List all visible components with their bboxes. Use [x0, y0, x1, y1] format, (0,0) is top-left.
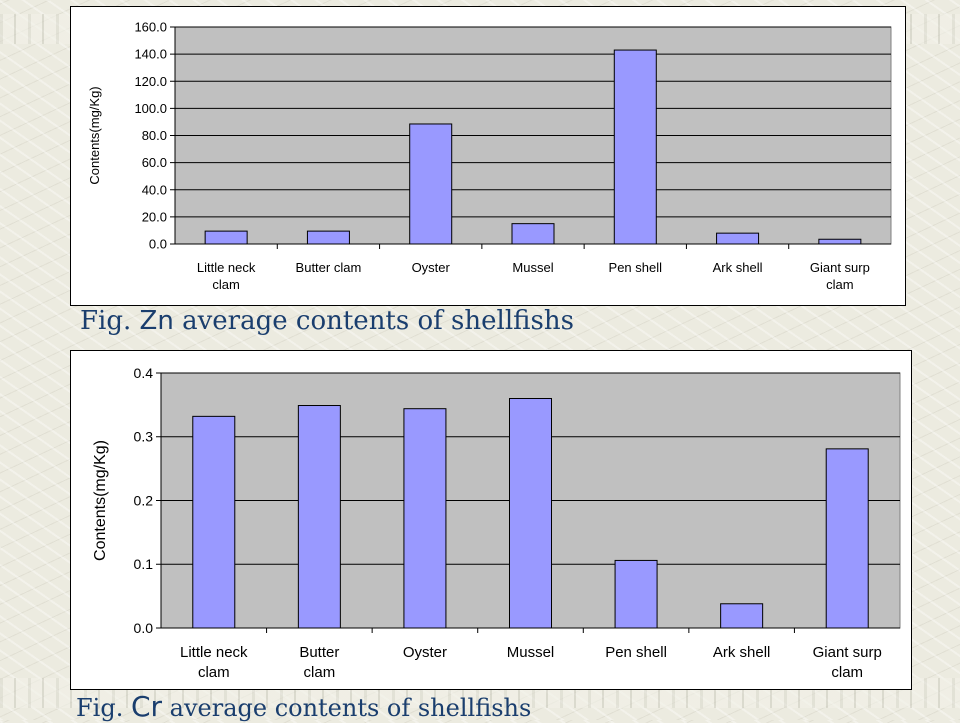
y-axis-title: Contents(mg/Kg): [87, 86, 102, 184]
x-category-label: Mussel: [512, 260, 553, 275]
zn-chart-svg: 0.0 20.0 40.0 60.0 80.0 100.0 120.0 140.0 160.0 L…: [87, 20, 892, 292]
y-tick-label: 20.0: [142, 209, 167, 224]
y-tick-label: 80.0: [142, 128, 167, 143]
x-category-label: Ark shell: [713, 260, 763, 275]
x-category-label: Pen shell: [609, 260, 663, 275]
cr-caption-prefix: Fig.: [76, 694, 131, 722]
zn-caption-prefix: Fig.: [80, 306, 140, 336]
y-tick-label: 0.1: [134, 556, 154, 572]
bar: [204, 230, 248, 245]
y-tick-label: 100.0: [134, 101, 167, 116]
y-axis-title: Contents(mg/Kg): [92, 440, 109, 561]
x-category-label: clam: [304, 664, 336, 681]
x-category-label: Mussel: [507, 644, 555, 661]
y-tick-label: 0.0: [134, 620, 154, 636]
bar: [306, 230, 350, 245]
bar: [409, 123, 453, 245]
x-category-label: Oyster: [403, 644, 447, 661]
cr-caption: Fig. Cr average contents of shellfishs: [76, 690, 531, 723]
y-tick-label: 40.0: [142, 182, 167, 197]
bar: [403, 408, 447, 629]
bar: [825, 448, 869, 629]
bar: [716, 232, 760, 245]
x-category-label: Pen shell: [605, 644, 667, 661]
y-tick-label: 0.3: [134, 429, 154, 445]
x-category-label: Butter: [299, 644, 339, 661]
bar: [818, 238, 862, 245]
y-tick-label: 160.0: [134, 20, 167, 35]
y-tick-label: 0.0: [149, 237, 167, 252]
x-category-label: Butter clam: [296, 260, 362, 275]
x-category-label: clam: [212, 277, 239, 292]
zn-caption: Fig. Zn average contents of shellfishs: [80, 306, 574, 336]
x-category-label: clam: [826, 277, 853, 292]
cr-caption-suffix: average contents of shellfishs: [162, 694, 532, 722]
bar: [297, 405, 341, 629]
bar: [511, 223, 555, 245]
y-tick-label: 140.0: [134, 47, 167, 62]
zn-caption-element: Zn: [139, 306, 174, 336]
x-category-label: Little neck: [197, 260, 256, 275]
x-category-label: clam: [198, 664, 230, 681]
x-category-label: Little neck: [180, 644, 248, 661]
x-category-label: clam: [831, 664, 863, 681]
x-category-label: Ark shell: [713, 644, 771, 661]
x-category-label: Giant surp: [813, 644, 882, 661]
x-category-label: Oyster: [412, 260, 451, 275]
zn-caption-suffix: average contents of shellfishs: [173, 306, 574, 336]
bar: [509, 398, 552, 629]
bar: [720, 603, 764, 629]
bar: [613, 49, 657, 245]
zn-chart: 0.0 20.0 40.0 60.0 80.0 100.0 120.0 140.0 160.0 L…: [70, 6, 906, 306]
cr-chart-svg: 0.0 0.1 0.2 0.3 0.4 Little neck clam Butter clam…: [92, 365, 901, 681]
y-tick-label: 60.0: [142, 155, 167, 170]
x-category-label: Giant surp: [810, 260, 870, 275]
y-tick-label: 0.2: [134, 492, 154, 508]
bar: [192, 415, 236, 629]
bar: [614, 559, 658, 629]
cr-chart: 0.0 0.1 0.2 0.3 0.4 Little neck clam Butter clam…: [70, 350, 912, 690]
y-tick-label: 120.0: [134, 74, 167, 89]
y-tick-label: 0.4: [134, 365, 154, 381]
cr-caption-element: Cr: [130, 690, 163, 723]
